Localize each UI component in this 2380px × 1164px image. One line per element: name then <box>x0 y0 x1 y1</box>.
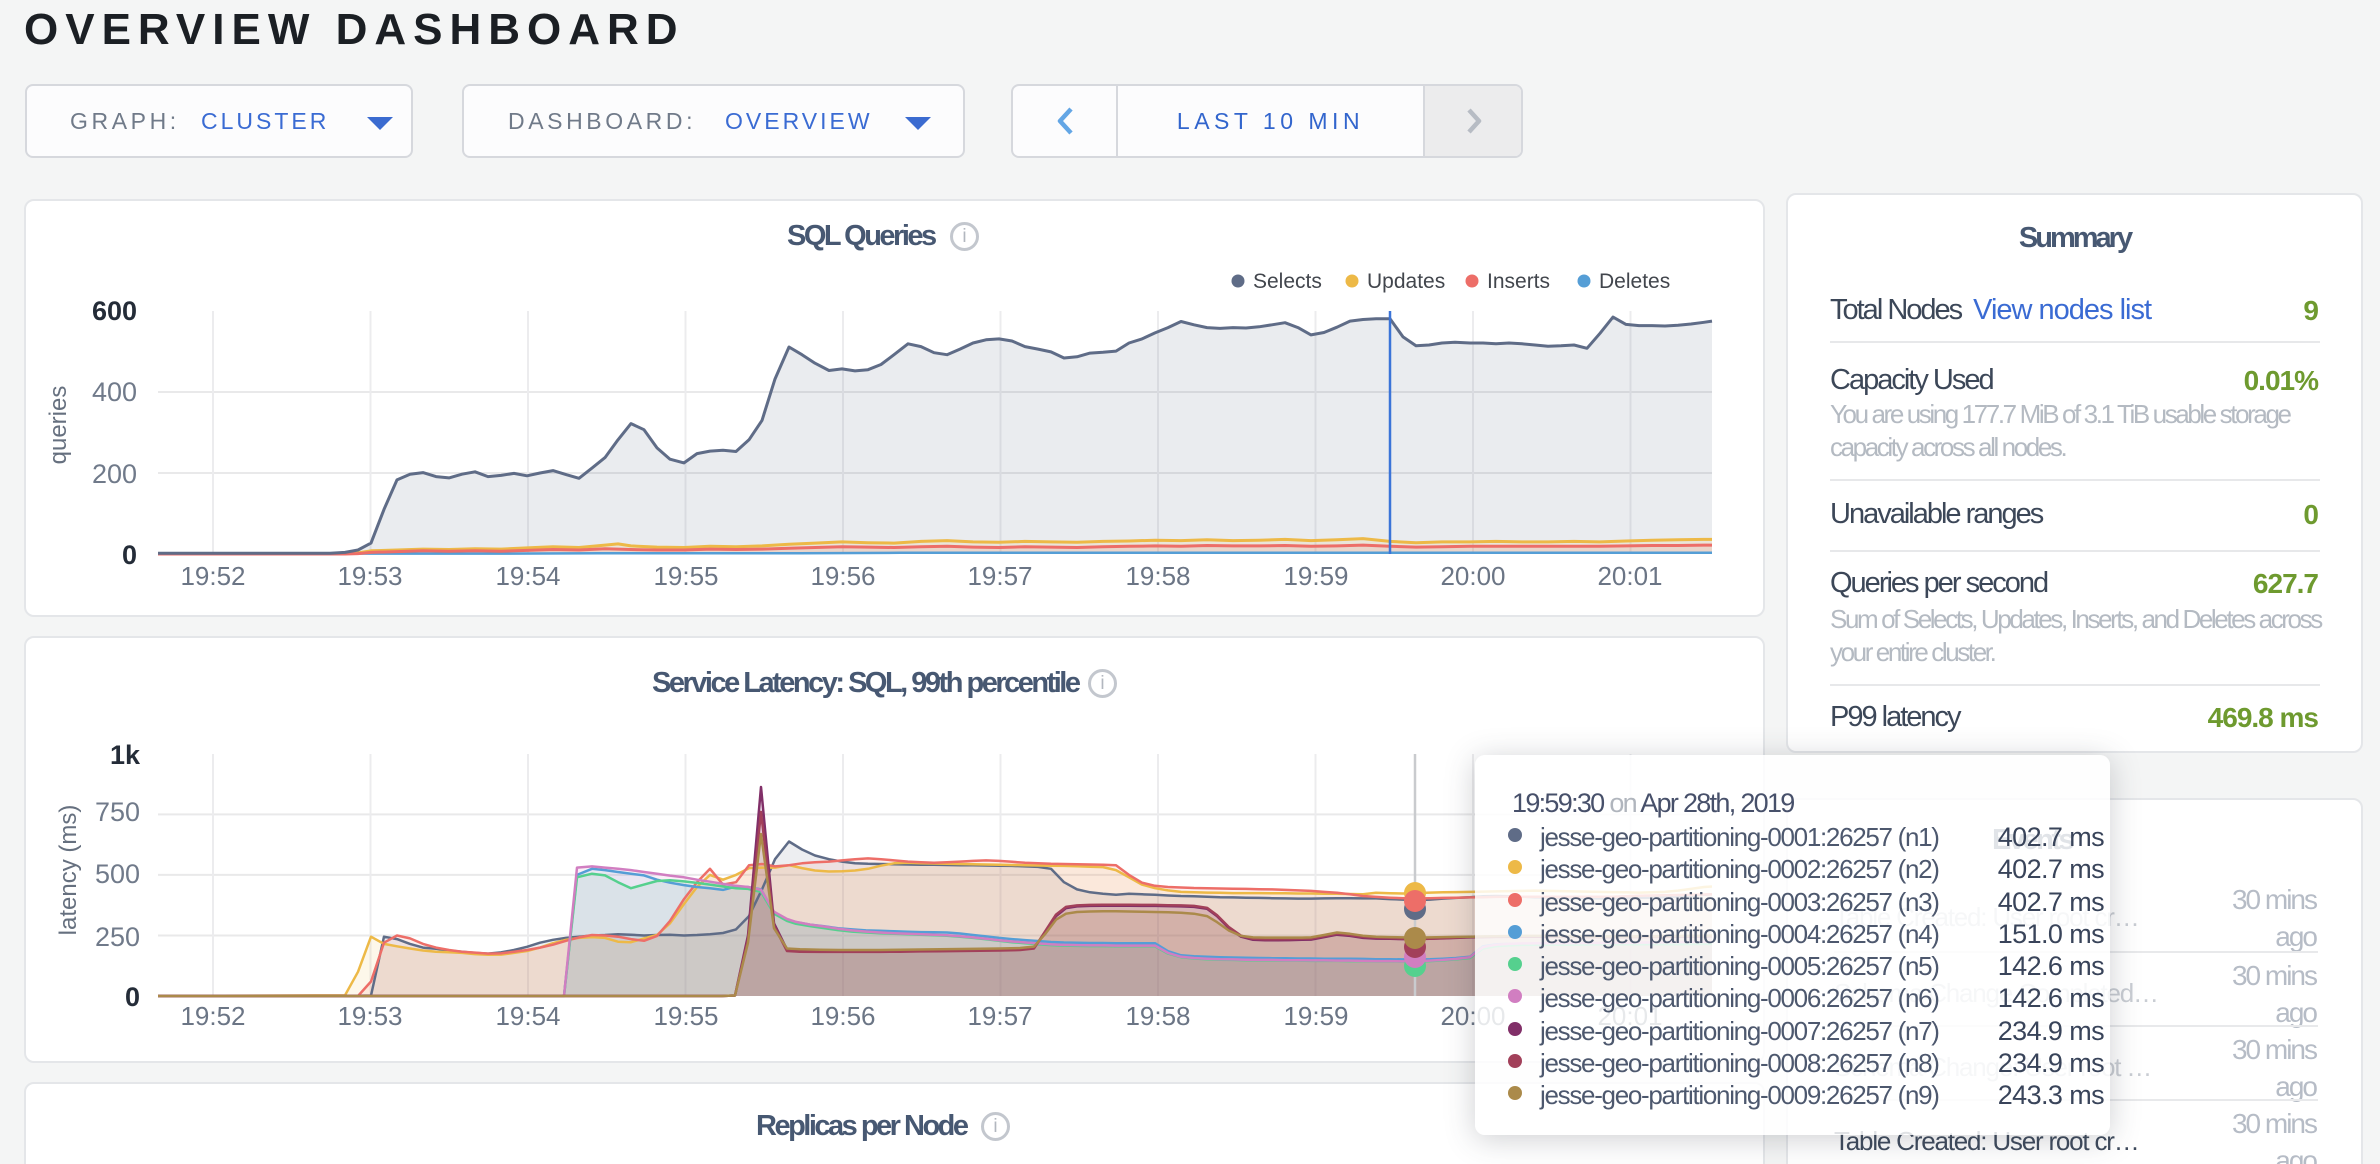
svg-text:0: 0 <box>122 540 137 570</box>
svg-text:19:54: 19:54 <box>495 1001 560 1031</box>
svg-text:19:57: 19:57 <box>967 1001 1032 1031</box>
svg-text:19:58: 19:58 <box>1125 561 1190 591</box>
svg-text:200: 200 <box>92 459 137 489</box>
svg-text:latency (ms): latency (ms) <box>55 805 82 936</box>
svg-text:1k: 1k <box>110 740 141 770</box>
svg-text:500: 500 <box>95 859 140 889</box>
svg-text:400: 400 <box>92 377 137 407</box>
svg-text:20:00: 20:00 <box>1440 561 1505 591</box>
svg-text:Inserts: Inserts <box>1487 270 1550 293</box>
svg-text:19:53: 19:53 <box>337 561 402 591</box>
svg-text:19:56: 19:56 <box>810 561 875 591</box>
svg-text:Updates: Updates <box>1367 270 1445 293</box>
svg-text:0: 0 <box>125 982 140 1012</box>
svg-text:250: 250 <box>95 922 140 952</box>
svg-text:750: 750 <box>95 797 140 827</box>
svg-text:19:55: 19:55 <box>653 1001 718 1031</box>
svg-text:19:59: 19:59 <box>1283 561 1348 591</box>
svg-text:19:57: 19:57 <box>967 561 1032 591</box>
svg-text:19:54: 19:54 <box>495 561 560 591</box>
svg-text:19:53: 19:53 <box>337 1001 402 1031</box>
svg-text:19:58: 19:58 <box>1125 1001 1190 1031</box>
svg-text:Selects: Selects <box>1253 270 1322 293</box>
svg-text:600: 600 <box>92 296 137 326</box>
svg-text:19:52: 19:52 <box>180 1001 245 1031</box>
svg-text:20:01: 20:01 <box>1597 561 1662 591</box>
svg-text:19:55: 19:55 <box>653 561 718 591</box>
svg-text:queries: queries <box>45 386 72 465</box>
svg-text:19:56: 19:56 <box>810 1001 875 1031</box>
svg-text:19:59: 19:59 <box>1283 1001 1348 1031</box>
svg-text:19:52: 19:52 <box>180 561 245 591</box>
svg-text:Deletes: Deletes <box>1599 270 1670 293</box>
